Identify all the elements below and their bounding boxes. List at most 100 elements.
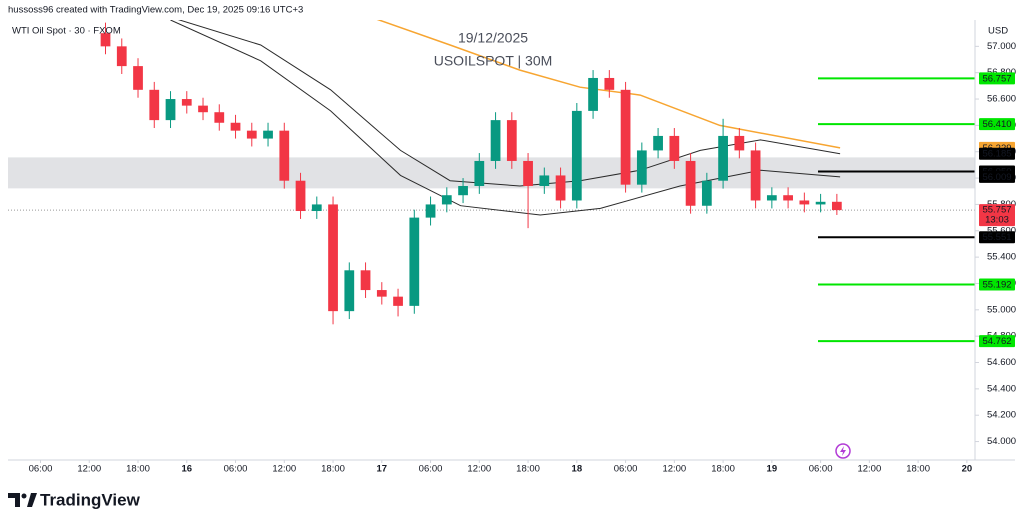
y-tick-label: 54.000 — [987, 436, 1016, 447]
y-tick-label: 55.600 — [987, 225, 1016, 236]
x-tick-label: 12:00 — [272, 464, 296, 475]
candle-body — [458, 185, 468, 196]
x-tick-label: 18:00 — [126, 464, 150, 475]
chart-title: 19/12/2025 — [458, 30, 528, 46]
x-tick-label: 19 — [767, 464, 778, 475]
y-tick-label: 54.400 — [987, 383, 1016, 394]
level-label: 55.551 — [982, 232, 1011, 243]
candle-body — [588, 77, 598, 111]
countdown: 13:03 — [985, 215, 1009, 226]
candle-body — [815, 201, 826, 205]
candle-body — [685, 160, 696, 206]
level-label-bg — [979, 231, 1015, 244]
candle-body — [198, 105, 208, 113]
y-tick-label: 54.200 — [987, 410, 1016, 421]
candle-body — [165, 99, 176, 121]
x-tick-label: 12:00 — [662, 464, 686, 475]
candle-body — [539, 175, 550, 186]
candle-body — [393, 296, 403, 306]
candle-body — [734, 135, 745, 151]
x-tick-label: 18:00 — [516, 464, 540, 475]
y-tick-label: 57.000 — [987, 41, 1016, 52]
x-tick-label: 18 — [572, 464, 583, 475]
candle-body — [295, 180, 306, 212]
level-label-bg — [979, 278, 1015, 291]
candle-body — [506, 120, 517, 161]
x-tick-label: 06:00 — [614, 464, 638, 475]
candle-body — [799, 200, 810, 205]
line-label: 56.009 — [982, 172, 1011, 183]
level-label-bg — [979, 118, 1015, 131]
candle-body — [669, 135, 680, 161]
candle-body — [604, 77, 615, 90]
candle-body — [214, 112, 225, 123]
level-label: 54.762 — [982, 336, 1011, 347]
x-tick-label: 16 — [181, 464, 192, 475]
candle-body — [149, 89, 160, 121]
level-label-bg — [979, 335, 1015, 348]
level-label: 56.757 — [982, 73, 1011, 84]
candle-body — [555, 175, 566, 201]
header-text: hussoss96 created with TradingView.com, … — [8, 5, 303, 16]
x-tick-label: 17 — [377, 464, 388, 475]
candle-body — [523, 160, 533, 186]
x-tick-label: 12:00 — [467, 464, 491, 475]
x-tick-label: 18:00 — [711, 464, 735, 475]
candle-body — [409, 217, 420, 306]
brand: TradingView — [40, 490, 141, 509]
y-tick-label: 55.000 — [987, 304, 1016, 315]
candle-body — [831, 201, 842, 211]
candle-body — [636, 150, 647, 185]
candle-body — [750, 150, 761, 201]
candle-body — [100, 33, 111, 47]
line-label-bg — [979, 147, 1015, 160]
candle-body — [230, 122, 241, 131]
x-tick-label: 18:00 — [321, 464, 345, 475]
candle-body — [376, 290, 387, 297]
candle-body — [246, 130, 257, 139]
candle-body — [783, 195, 793, 201]
candle-body — [311, 204, 322, 212]
candle-body — [263, 130, 273, 139]
x-tick-label: 20 — [962, 464, 973, 475]
candle-body — [133, 66, 143, 90]
y-tick-label: 55.400 — [987, 252, 1016, 263]
candle-body — [425, 204, 436, 218]
zone-layer — [8, 157, 975, 189]
line-label-bg — [979, 170, 1015, 183]
candle-body — [360, 270, 371, 291]
candle-body — [279, 130, 290, 181]
candle-body — [181, 99, 192, 106]
candle-body — [701, 180, 712, 206]
replay-icon — [835, 443, 851, 459]
x-tick-label: 06:00 — [419, 464, 443, 475]
x-tick-label: 12:00 — [77, 464, 101, 475]
zone — [8, 157, 975, 189]
candle-body — [571, 110, 582, 201]
candle-body — [766, 195, 777, 201]
last-price-label: 55.757 — [982, 205, 1011, 216]
logo — [8, 493, 37, 507]
candle-body — [344, 270, 355, 312]
level-label-bg — [979, 72, 1015, 85]
line-label: 56.185 — [982, 149, 1011, 160]
candle-body — [116, 46, 127, 67]
x-tick-label: 18:00 — [906, 464, 930, 475]
candle-body — [441, 195, 452, 205]
candle-body — [328, 204, 338, 312]
chart-subtitle: USOILSPOT | 30M — [434, 53, 553, 69]
last-price-bg — [979, 204, 1015, 227]
level-label: 55.192 — [982, 280, 1011, 291]
candle-body — [620, 89, 631, 185]
x-tick-label: 06:00 — [224, 464, 248, 475]
x-tick-label: 12:00 — [857, 464, 881, 475]
y-tick-label: 56.600 — [987, 94, 1016, 105]
y-tick-label: 54.600 — [987, 357, 1016, 368]
level-label: 56.410 — [982, 119, 1011, 130]
axis-layer: 54.00054.20054.40054.60054.80055.00055.2… — [29, 41, 1016, 475]
x-tick-label: 06:00 — [29, 464, 53, 475]
candle-body — [474, 160, 485, 186]
